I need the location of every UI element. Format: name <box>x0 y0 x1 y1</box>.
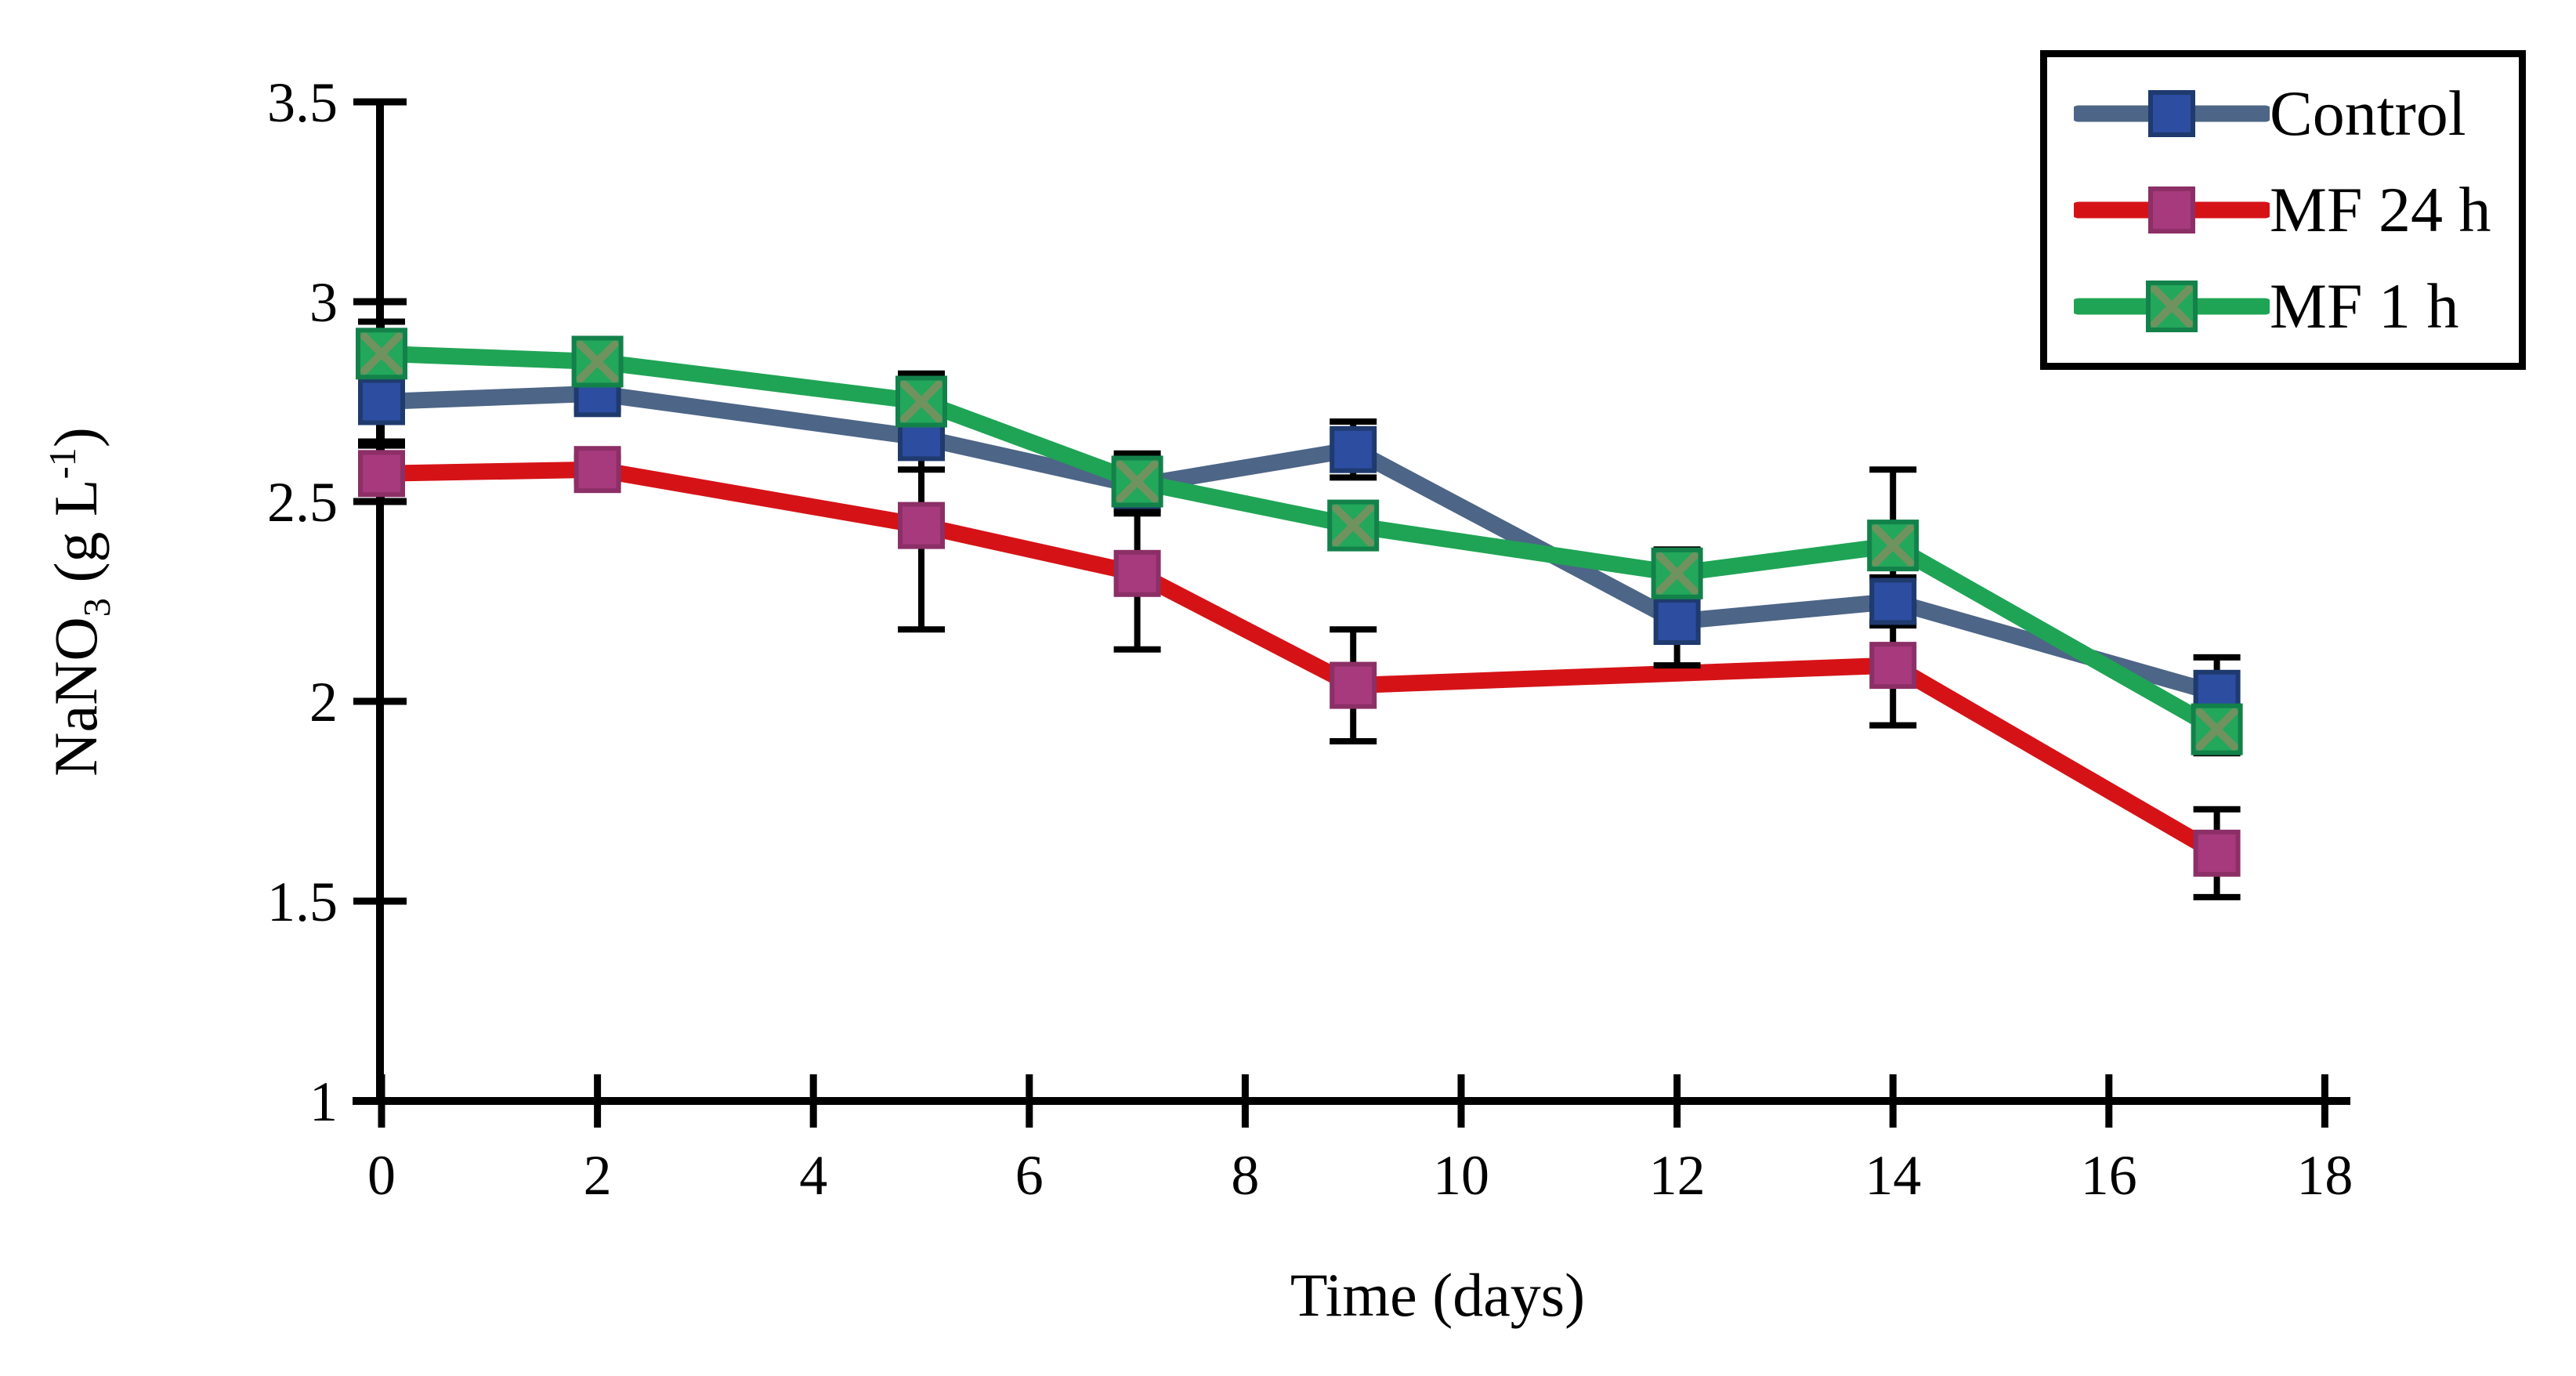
marker-mf-24-h <box>358 450 405 498</box>
legend-swatch-mf-1h <box>2074 281 2270 333</box>
legend-swatch-line <box>2148 89 2195 137</box>
marker-mf-1-h-cross <box>1116 460 1159 503</box>
marker-mf-24-h <box>1869 642 1917 690</box>
marker-mf-1-h-cross <box>576 340 619 383</box>
marker-mf-1-h-cross <box>2195 708 2238 751</box>
x-tick-label: 4 <box>799 1144 827 1207</box>
y-tick-label: 1 <box>309 1070 338 1133</box>
x-tick-label: 6 <box>1015 1144 1044 1207</box>
series-line-mf-24-h <box>373 461 2226 862</box>
legend-swatch-control <box>2074 89 2270 137</box>
series-lines <box>373 345 2226 862</box>
y-axis-title-superscript: -1 <box>42 447 85 480</box>
y-axis-ticks: 3.5 3 2.5 2 1.5 1 <box>267 71 407 1133</box>
marker-mf-1-h-cross <box>1332 504 1375 547</box>
marker-control <box>1653 598 1701 645</box>
legend-swatch-line <box>2151 285 2193 328</box>
x-tick-label: 16 <box>2081 1144 2137 1207</box>
marker-control <box>1869 578 1917 625</box>
legend-item-control: Control <box>2074 79 2511 148</box>
series-markers <box>356 328 2243 877</box>
marker-mf-24-h <box>1330 661 1377 709</box>
legend-item-mf-24h: MF 24 h <box>2074 176 2511 244</box>
x-tick-label: 10 <box>1433 1144 1489 1207</box>
marker-control <box>1330 425 1377 473</box>
marker-mf-1-h-cross <box>360 332 403 375</box>
legend-swatch-mf-24h <box>2074 186 2270 234</box>
x-tick-label: 8 <box>1231 1144 1259 1207</box>
x-tick-label: 2 <box>584 1144 612 1207</box>
y-tick-label: 3.5 <box>267 71 338 134</box>
legend-label-control: Control <box>2270 77 2466 149</box>
legend: Control MF 24 h MF 1 h <box>2040 50 2526 370</box>
legend-item-mf-1h: MF 1 h <box>2074 272 2511 341</box>
y-axis-title-mid: (g L <box>42 479 110 599</box>
y-tick-label: 2.5 <box>267 471 338 534</box>
x-tick-label: 0 <box>367 1144 396 1207</box>
marker-mf-1-h-cross <box>1872 524 1915 567</box>
marker-mf-1-h-cross <box>1655 552 1699 595</box>
marker-mf-24-h <box>573 446 621 494</box>
series-line-control <box>373 385 2226 702</box>
x-axis-ticks: 0 2 4 6 8 10 12 14 16 18 <box>367 1074 2353 1207</box>
marker-mf-24-h <box>2193 829 2241 877</box>
series-line-mf-1-h <box>373 345 2226 738</box>
y-axis-title-subscript: 3 <box>76 598 118 617</box>
x-tick-label: 12 <box>1649 1144 1706 1207</box>
y-axis-title-end: ) <box>42 427 110 448</box>
y-axis-title: NaNO3 (g L-1) <box>41 427 119 777</box>
x-tick-label: 14 <box>1865 1144 1921 1207</box>
marker-mf-24-h <box>898 502 945 549</box>
y-tick-label: 2 <box>309 671 338 733</box>
error-bars <box>358 318 2241 900</box>
y-tick-label: 1.5 <box>267 871 338 933</box>
y-tick-label: 3 <box>309 271 338 334</box>
legend-label-mf-24h: MF 24 h <box>2270 173 2491 245</box>
legend-label-mf-1h: MF 1 h <box>2270 270 2459 342</box>
marker-mf-24-h <box>1113 549 1161 597</box>
x-axis-title: Time (days) <box>1290 1261 1586 1329</box>
y-axis-title-base: NaNO <box>42 617 110 777</box>
x-tick-label: 18 <box>2296 1144 2353 1207</box>
legend-swatch-line <box>2148 186 2195 234</box>
marker-mf-1-h-cross <box>900 380 942 423</box>
marker-control <box>358 378 405 425</box>
